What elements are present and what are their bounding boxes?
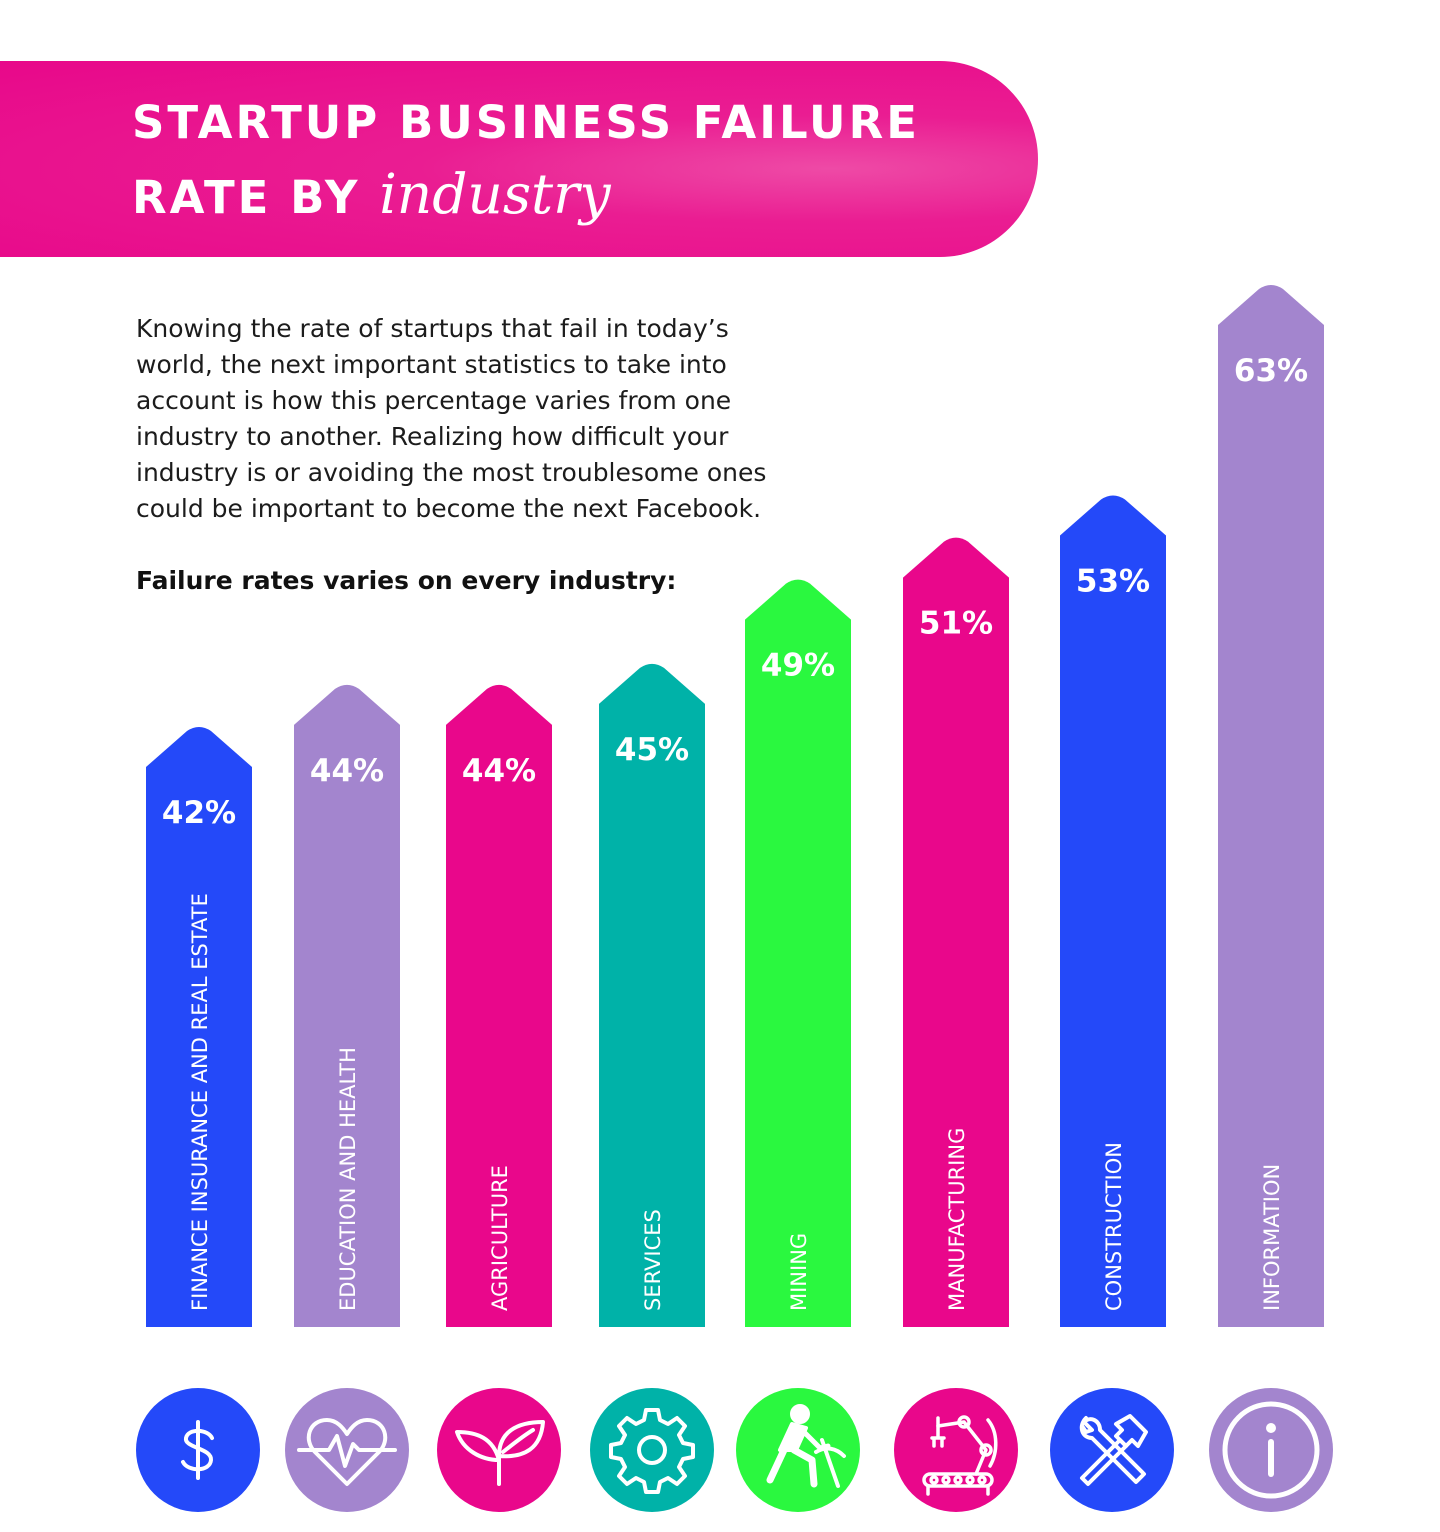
category-label-mining: MINING — [787, 1233, 811, 1311]
bar-information — [1218, 285, 1324, 1327]
bar-construction — [1060, 495, 1166, 1327]
robot-arm-conveyor-icon — [894, 1388, 1018, 1512]
robot-arm-conveyor-icon-bg — [894, 1388, 1018, 1512]
value-label-education-and-health: 44% — [310, 753, 384, 789]
bar-mining — [745, 579, 851, 1327]
intro-paragraph: Knowing the rate of startups that fail i… — [136, 314, 767, 523]
sprout-icon — [437, 1388, 561, 1512]
value-label-agriculture: 44% — [462, 753, 536, 789]
bar-agriculture — [446, 684, 552, 1327]
dollar-icon — [136, 1388, 260, 1512]
category-label-education-and-health: EDUCATION AND HEALTH — [336, 1047, 360, 1311]
gear-icon — [590, 1388, 714, 1512]
value-label-finance-insurance-and-real-estate: 42% — [162, 795, 236, 831]
bar-education-and-health — [294, 684, 400, 1327]
bar-services — [599, 663, 705, 1327]
info-icon — [1209, 1388, 1333, 1512]
category-label-information: INFORMATION — [1260, 1164, 1284, 1311]
category-label-construction: CONSTRUCTION — [1102, 1142, 1126, 1311]
value-label-services: 45% — [615, 732, 689, 768]
category-label-manufacturing: MANUFACTURING — [945, 1128, 969, 1311]
value-label-information: 63% — [1234, 353, 1308, 389]
value-label-manufacturing: 51% — [919, 606, 993, 642]
industry-icons-row — [0, 1388, 1440, 1512]
hammer-wrench-icon — [1050, 1388, 1174, 1512]
heart-pulse-icon-bg — [285, 1388, 409, 1512]
title-banner — [0, 61, 1038, 257]
intro-bold-line: Failure rates varies on every industry: — [136, 566, 677, 595]
title-italic-word: industry — [379, 162, 611, 226]
category-label-agriculture: AGRICULTURE — [488, 1165, 512, 1311]
category-label-finance-insurance-and-real-estate: FINANCE INSURANCE AND REAL ESTATE — [188, 893, 212, 1311]
bar-manufacturing — [903, 537, 1009, 1327]
bar-finance-insurance-and-real-estate — [146, 727, 252, 1327]
gear-icon-bg — [590, 1388, 714, 1512]
heart-pulse-icon — [285, 1388, 409, 1512]
page-title-line1: STARTUP BUSINESS FAILURE — [132, 96, 920, 149]
value-label-construction: 53% — [1076, 563, 1150, 599]
value-label-mining: 49% — [761, 648, 835, 684]
page-title-line2: RATE BY industry — [132, 162, 611, 226]
title-prefix: RATE BY — [132, 171, 361, 224]
category-label-services: SERVICES — [641, 1209, 665, 1311]
miner-icon — [736, 1388, 860, 1512]
